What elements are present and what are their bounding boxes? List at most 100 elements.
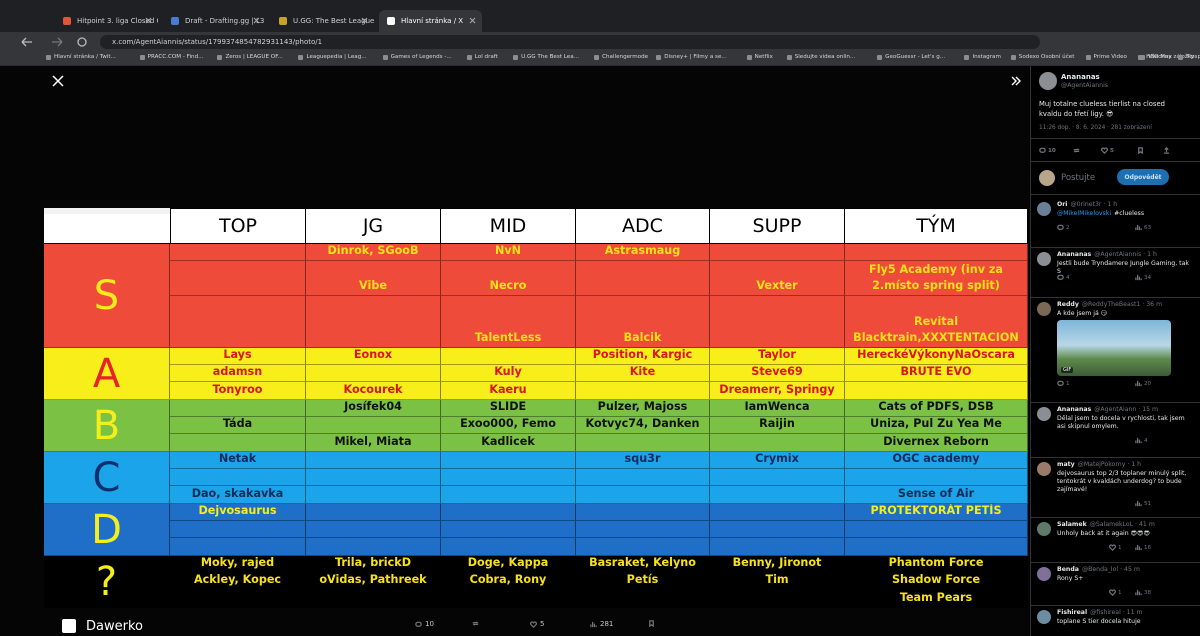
expand-button[interactable] — [1010, 75, 1022, 87]
reply-header: Benda @Benda_lol · 45 m — [1057, 566, 1140, 574]
tab-close[interactable] — [253, 17, 260, 24]
tier-cell: Divernex Reborn — [845, 434, 1028, 452]
like-count[interactable]: 5 — [1101, 147, 1114, 154]
reply-button[interactable]: Odpovědět — [1117, 169, 1169, 185]
tier-label: C — [44, 452, 170, 504]
bookmark[interactable]: U.GG The Best Lea... — [513, 54, 579, 60]
bookmark[interactable]: HBO Max — [1138, 54, 1172, 60]
repost-button[interactable] — [1073, 147, 1080, 154]
tier-cell: Kocourek — [306, 382, 441, 400]
tier-cell: Kadlicek — [441, 434, 576, 452]
reply-handle[interactable]: @AgentAiannis · 1 h — [1094, 251, 1157, 258]
reply-body: dejvosaurus top 2/3 toplaner minulý spli… — [1057, 470, 1193, 494]
reply-text: toplane S tier docela hituje — [1057, 618, 1141, 625]
bookmark[interactable]: Sodexo Osobní účet — [1010, 54, 1074, 60]
tier-cell: Kite — [576, 365, 710, 382]
tier-cell — [576, 469, 710, 486]
reply-author[interactable]: Fishireal — [1057, 609, 1088, 616]
bookmark[interactable]: Prime Video — [1085, 54, 1127, 60]
nav-buttons[interactable] — [12, 32, 92, 52]
bookmark[interactable]: Hlavní stránka / Twit... — [46, 54, 116, 60]
tier-cell — [710, 521, 845, 538]
viewer-footer: Dawerko 10 5 281 — [0, 618, 1030, 636]
author-name[interactable]: Dawerko — [86, 619, 143, 634]
repost-button[interactable] — [472, 620, 479, 627]
bookmark[interactable]: Games of Legends -... — [382, 54, 452, 60]
reply-count[interactable]: 10 — [415, 620, 434, 628]
tier-label: A — [44, 348, 170, 400]
bookmark[interactable]: Instagram — [964, 54, 1001, 60]
reply-body: Unholy back at it again 😎😎😎 — [1057, 530, 1193, 538]
bookmark[interactable]: Lol draft — [466, 54, 498, 60]
browser-tab[interactable]: Hitpoint 3. liga Closed Qualific — [55, 10, 158, 32]
bookmark-button[interactable] — [648, 620, 655, 627]
reply-handle[interactable]: @ReddyTheBeast1 · 36 m — [1081, 301, 1163, 308]
bookmark[interactable]: Challengermode — [594, 54, 648, 60]
reply-handle[interactable]: @MatejPokorny · 1 h — [1077, 461, 1142, 468]
reply-avatar — [1037, 407, 1051, 421]
tweet-handle[interactable]: @AgentAiannis — [1061, 82, 1109, 89]
bookmark[interactable]: Disney+ | Filmy a se... — [656, 54, 727, 60]
reply-handle[interactable]: @0rinet3r · 1 h — [1070, 201, 1118, 208]
tweet-author[interactable]: Anananas — [1061, 73, 1100, 81]
tier-cell: Doge, Kappa — [441, 556, 576, 573]
reply-author[interactable]: Anananas — [1057, 406, 1092, 413]
bookmark-button[interactable] — [1137, 147, 1144, 154]
bookmark[interactable]: PRACC.COM - Find... — [139, 54, 203, 60]
reply-handle[interactable]: @fishireal · 11 m — [1090, 609, 1143, 616]
share-button[interactable] — [1163, 147, 1170, 154]
address-row: x.com/AgentAiannis/status/17993748547829… — [0, 32, 1200, 52]
reply-count[interactable]: 10 — [1039, 147, 1056, 154]
tier-cell: Moky, rajed — [170, 556, 306, 573]
reply-handle[interactable]: @Benda_lol · 45 m — [1081, 566, 1140, 573]
browser-tab[interactable]: Hlavní stránka / X — [379, 10, 482, 32]
bookmark[interactable]: Sledujte videa onlin... — [786, 54, 855, 60]
like-count[interactable]: 5 — [530, 620, 544, 628]
reply-author[interactable]: Reddy — [1057, 301, 1079, 308]
bookmark[interactable]: Leaguepedia | Leag... — [298, 54, 367, 60]
tab-favicon — [279, 17, 287, 25]
url-field[interactable]: x.com/AgentAiannis/status/17993748547829… — [100, 35, 1040, 49]
reply-avatar — [1037, 522, 1051, 536]
reply-author[interactable]: Benda — [1057, 566, 1079, 573]
tab-close[interactable] — [361, 17, 368, 24]
tab-close[interactable] — [145, 17, 152, 24]
bookmark[interactable]: Tipsport | Největší k... — [1178, 54, 1200, 60]
reply-count-text: 10 — [1048, 147, 1056, 154]
reply-author[interactable]: maty — [1057, 461, 1075, 468]
tier-cell: Kotvyc74, Danken — [576, 417, 710, 434]
column-header: MID — [441, 208, 576, 244]
tier-cell: Dinrok, SGooB — [306, 244, 441, 261]
reply-mention[interactable]: @MikelMikelovski — [1057, 210, 1112, 217]
reply-views-count: 16 — [1144, 544, 1152, 551]
bookmark[interactable]: Zeros | LEAGUE OF... — [217, 54, 283, 60]
browser-tab[interactable]: Draft - Drafting.gg | L3 — [163, 10, 266, 32]
reply-author[interactable]: Anananas — [1057, 251, 1092, 258]
reply-likes[interactable]: 1 — [1109, 544, 1122, 551]
reply-handle[interactable]: @AgentAiann · 15 m — [1094, 406, 1159, 413]
tier-cell — [306, 417, 441, 434]
reply-views: 4 — [1135, 437, 1148, 444]
compose-input[interactable]: Postujte — [1061, 173, 1096, 183]
reply-author[interactable]: Ori — [1057, 201, 1068, 208]
reply-likes[interactable]: 1 — [1109, 589, 1122, 596]
reply-avatar — [1037, 302, 1051, 316]
close-button[interactable] — [52, 75, 64, 87]
reply-replies[interactable]: 2 — [1057, 224, 1070, 231]
browser-tab[interactable]: U.GG: The Best League of Lege — [271, 10, 374, 32]
bookmark[interactable]: Netflix — [746, 54, 773, 60]
reply-media[interactable]: GIF — [1057, 320, 1171, 376]
bookmark[interactable]: GeoGuessr - Let's g... — [877, 54, 945, 60]
reply-author[interactable]: Salamek — [1057, 521, 1087, 528]
reply-replies[interactable]: 4 — [1057, 274, 1070, 281]
reply-header: Reddy @ReddyTheBeast1 · 36 m — [1057, 301, 1162, 309]
tier-cell — [441, 486, 576, 504]
column-header: ADC — [576, 208, 710, 244]
reply-avatar — [1037, 610, 1051, 624]
reply-replies[interactable]: 1 — [1057, 380, 1070, 387]
tier-list-image: TOP JG MID ADC SUPP TÝM S Dinrok, SGooB NvN Astra… — [44, 208, 1028, 608]
tab-close[interactable] — [469, 17, 476, 24]
reply-replies-count: 2 — [1066, 224, 1070, 231]
reply-handle[interactable]: @SalamekLoL · 41 m — [1089, 521, 1155, 528]
reply-body: Dělal jsem to docela v rychlosti, tak js… — [1057, 415, 1193, 431]
